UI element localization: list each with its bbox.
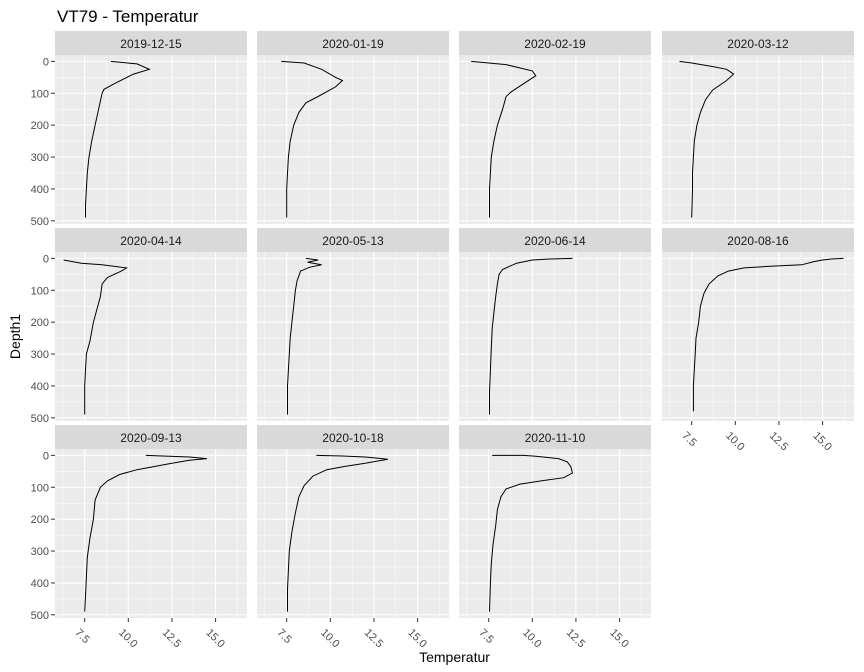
temperature-profile-line (85, 60, 151, 218)
facet-strip (459, 425, 651, 449)
facet-strip (257, 31, 449, 55)
temperature-profile-line (63, 259, 129, 415)
temperature-profile-line (692, 257, 844, 412)
y-tick-label: 500 (31, 610, 49, 622)
panel-background (55, 252, 247, 421)
facet-panel: 2020-11-10 7.5 10.0 12.5 15.0 (459, 425, 651, 650)
temperature-profile-line (84, 454, 207, 612)
chart-title: VT79 - Temperatur (57, 7, 199, 26)
facet-strip-label: 2020-10-18 (322, 431, 384, 445)
x-tick-label: 12.5 (160, 627, 184, 651)
facet-strip (459, 228, 651, 252)
y-tick-label: 400 (31, 381, 49, 393)
panel-background (459, 252, 651, 421)
panel-background (257, 55, 449, 224)
facet-strip (55, 425, 247, 449)
facet-panel: 2020-03-12 (662, 31, 854, 224)
y-axis-title: Depth1 (7, 314, 23, 359)
facet-panel: 2020-09-13 0 100 200 300 400 500 7.5 10.0 12.5 15.… (31, 425, 247, 650)
y-tick-label: 0 (43, 253, 49, 265)
y-tick-label: 500 (31, 413, 49, 425)
x-tick-label: 10.0 (520, 627, 544, 651)
y-tick-label: 300 (31, 152, 49, 164)
facet-panel: 2019-12-15 0 100 200 300 400 500 (31, 31, 247, 228)
facet-strip (257, 425, 449, 449)
x-tick-label: 15.0 (203, 627, 227, 651)
x-tick-label: 10.0 (116, 627, 140, 651)
panel-background (257, 252, 449, 421)
facet-strip-label: 2020-01-19 (322, 37, 384, 51)
facet-panel: 2020-02-19 (459, 31, 651, 224)
x-tick-label: 12.5 (362, 627, 386, 651)
x-tick-label: 15.0 (607, 627, 631, 651)
x-axis-title: Temperatur (419, 649, 490, 665)
x-tick-label: 10.0 (318, 627, 342, 651)
temperature-profile-line (281, 60, 344, 218)
y-tick-label: 0 (43, 56, 49, 68)
panel-background (459, 449, 651, 618)
panel-background (662, 252, 854, 421)
facet-panel: 2020-08-16 7.5 10.0 12.5 15.0 (662, 228, 854, 453)
y-tick-label: 200 (31, 120, 49, 132)
panel-background (662, 55, 854, 224)
y-tick-label: 200 (31, 514, 49, 526)
panel-background (257, 449, 449, 618)
panel-background (55, 449, 247, 618)
y-tick-label: 0 (43, 450, 49, 462)
facet-strip-label: 2020-09-13 (120, 431, 182, 445)
facet-strip-label: 2020-02-19 (524, 37, 586, 51)
facet-panel: 2020-10-18 7.5 10.0 12.5 15.0 (257, 425, 449, 650)
panel-background (459, 55, 651, 224)
y-tick-label: 100 (31, 482, 49, 494)
facet-strip-label: 2020-11-10 (525, 431, 586, 445)
facet-panel: 2020-04-14 0 100 200 300 400 500 (31, 228, 247, 425)
temperature-profile-line (287, 454, 388, 612)
facet-panel: 2020-01-19 (257, 31, 449, 224)
y-tick-label: 400 (31, 184, 49, 196)
y-tick-label: 100 (31, 285, 49, 297)
facet-strip (55, 228, 247, 252)
temperature-profile-line (679, 60, 735, 218)
facet-strip-label: 2020-04-14 (120, 234, 182, 248)
panel-background (55, 55, 247, 224)
facet-strip-label: 2019-12-15 (120, 37, 182, 51)
facet-panel: 2020-05-13 (257, 228, 449, 421)
y-tick-label: 500 (31, 216, 49, 228)
x-tick-label: 15.0 (405, 627, 429, 651)
facet-strip-label: 2020-03-12 (727, 37, 789, 51)
facet-strip-label: 2020-06-14 (524, 234, 586, 248)
temperature-profile-line (287, 257, 322, 415)
temperature-profile-line (489, 257, 573, 415)
x-tick-label: 7.5 (72, 627, 91, 646)
x-tick-label: 15.0 (810, 430, 834, 454)
x-tick-label: 7.5 (679, 430, 698, 449)
x-tick-label: 12.5 (564, 627, 588, 651)
y-tick-label: 100 (31, 88, 49, 100)
x-tick-label: 10.0 (723, 430, 747, 454)
y-tick-label: 200 (31, 317, 49, 329)
temperature-profile-line (489, 454, 574, 612)
facet-strip (459, 31, 651, 55)
facet-strip-label: 2020-05-13 (322, 234, 384, 248)
facet-strip-label: 2020-08-16 (727, 234, 789, 248)
facet-strip (662, 31, 854, 55)
x-tick-label: 12.5 (767, 430, 791, 454)
facet-strip (662, 228, 854, 252)
facet-strip (55, 31, 247, 55)
x-tick-label: 7.5 (476, 627, 495, 646)
y-tick-label: 400 (31, 578, 49, 590)
y-tick-label: 300 (31, 546, 49, 558)
x-tick-label: 7.5 (274, 627, 293, 646)
y-tick-label: 300 (31, 349, 49, 361)
facet-strip (257, 228, 449, 252)
temperature-profile-line (471, 60, 537, 218)
facet-panel: 2020-06-14 (459, 228, 651, 421)
